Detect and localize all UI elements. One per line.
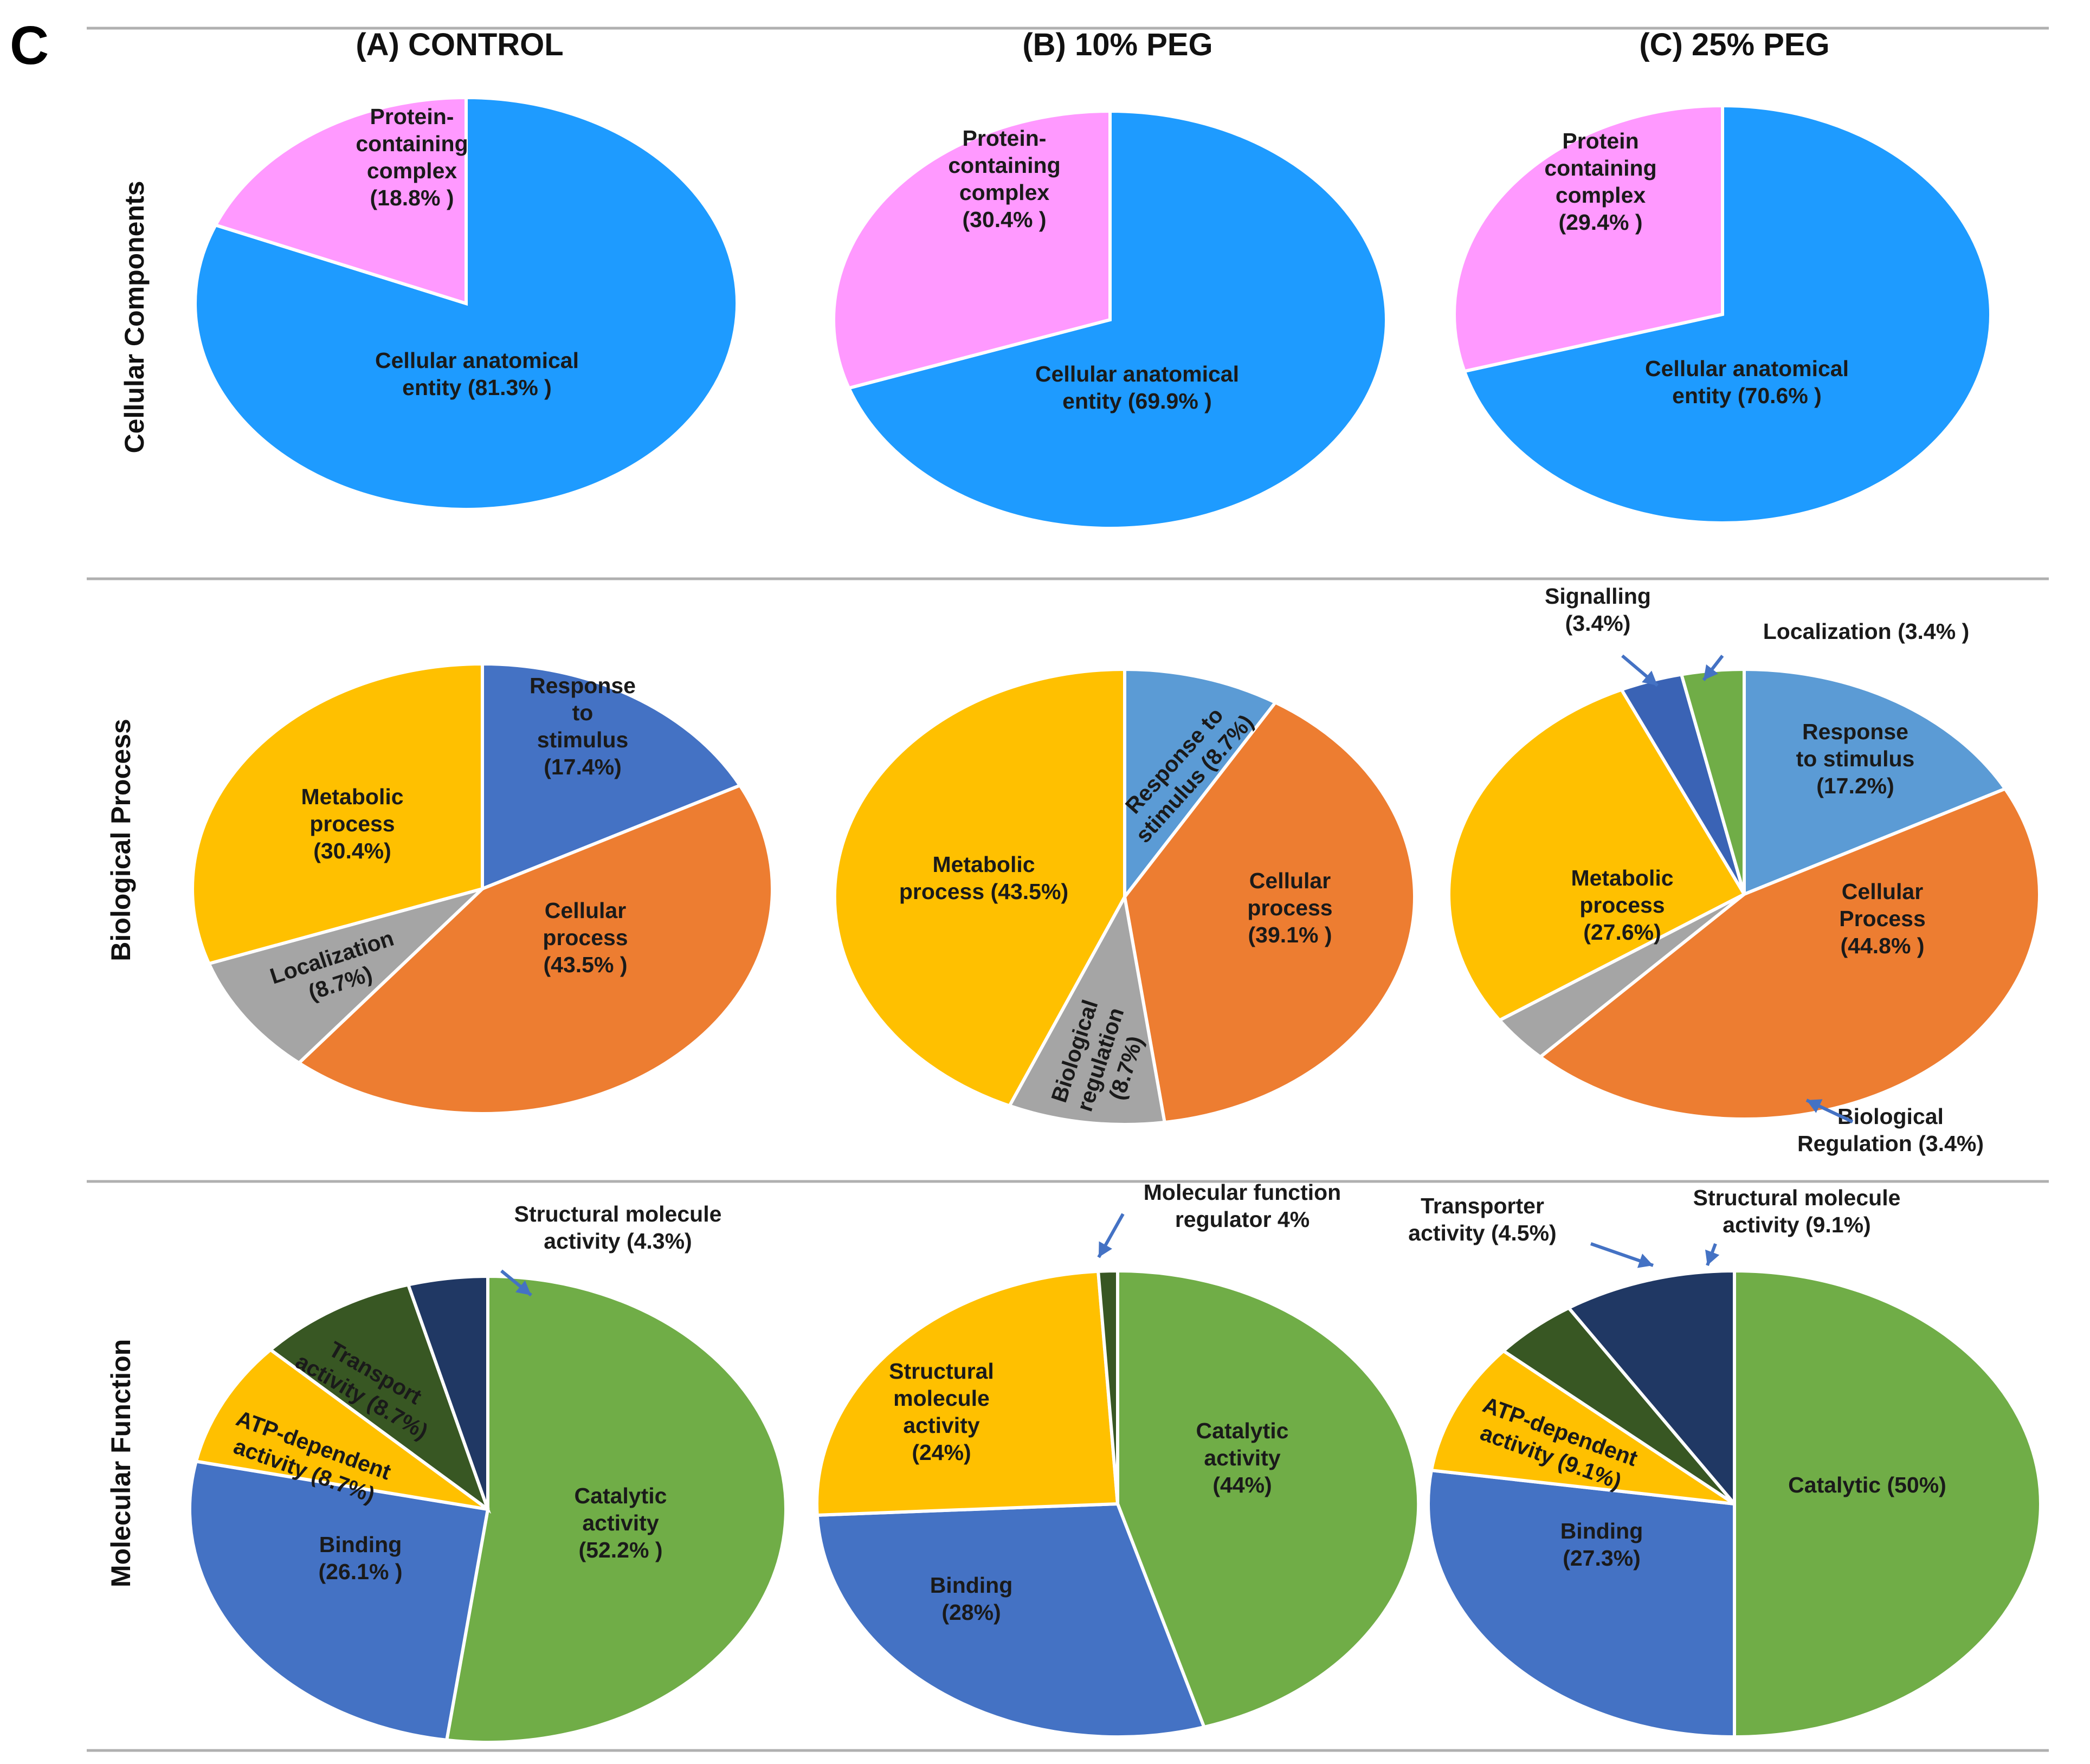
pie-slice-atp-dependent-activity bbox=[194, 1347, 489, 1511]
pie-slice-cellular-process bbox=[1123, 700, 1416, 1125]
slice-label-signalling: Signalling (3.4%) bbox=[1545, 584, 1651, 636]
pie-slice-metabolic-process bbox=[833, 667, 1126, 1108]
pie-cc-control bbox=[193, 95, 739, 511]
pie-cc-25peg bbox=[1453, 104, 1992, 525]
pie-slice-response-to-stimulus bbox=[481, 662, 743, 891]
pie-bp-10peg bbox=[833, 667, 1416, 1127]
pie-slice-localization bbox=[207, 887, 484, 1065]
pie-slice-catalytic bbox=[1733, 1269, 2042, 1739]
slice-label-catalytic-activity: Catalytic activity (52.2% ) bbox=[575, 1483, 667, 1562]
pie-slice-cellular-anatomical-entity bbox=[1462, 104, 1992, 525]
pie-slice-catalytic-activity bbox=[1116, 1269, 1421, 1729]
callout-arrow-head bbox=[1705, 1249, 1720, 1265]
pie-slice-protein-containing-complex bbox=[831, 109, 1112, 390]
callout-arrows bbox=[500, 654, 1854, 1297]
slice-label-structural-molecule-activity: Structural molecule activity (4.3%) bbox=[514, 1201, 722, 1253]
pie-slice-transport-activity bbox=[268, 1283, 492, 1514]
pie-mf-25peg bbox=[1427, 1269, 2042, 1739]
pie-slice-catalytic-activity bbox=[444, 1274, 788, 1744]
column-title-10peg: (B) 10% PEG bbox=[1022, 27, 1212, 62]
column-title-control: (A) CONTROL bbox=[356, 27, 563, 62]
pie-bp-control bbox=[191, 662, 774, 1115]
callout-arrow-head bbox=[1807, 1099, 1823, 1113]
pie-mf-control bbox=[188, 1274, 788, 1744]
pie-slice-atp-dependent-activity bbox=[1429, 1348, 1736, 1505]
slice-label-molecular-function-regulator: Molecular function regulator 4% bbox=[1144, 1180, 1341, 1232]
pie-charts bbox=[188, 95, 2042, 1744]
slice-label-cellular-process: Cellular Process (44.8% ) bbox=[1839, 879, 1926, 958]
pie-slice-structural-molecule-activity bbox=[815, 1269, 1120, 1517]
slice-label-response-to-stimulus: Response to stimulus (17.4%) bbox=[530, 673, 636, 779]
slice-label-catalytic: Catalytic (50%) bbox=[1788, 1472, 1946, 1497]
slice-label-structural-molecule-activity: Structural molecule activity (9.1%) bbox=[1693, 1185, 1901, 1237]
pie-slice-structural-molecule-activity bbox=[406, 1274, 489, 1510]
row-title-biological-process: Biological Process bbox=[106, 719, 136, 961]
pie-mf-10peg bbox=[815, 1269, 1421, 1739]
pie-slice-response-to-stimulus bbox=[1743, 667, 2008, 897]
callout-arrow-head bbox=[1704, 664, 1719, 680]
row-title-molecular-function: Molecular Function bbox=[106, 1339, 136, 1587]
slice-labels: Protein-containing complex (18.8% ) Cellula… bbox=[230, 104, 1984, 1625]
pie-slice-structural-molecule-activity bbox=[1566, 1269, 1736, 1509]
pie-slice-molecular-function-regulator bbox=[1096, 1269, 1119, 1504]
pie-cc-10peg bbox=[831, 109, 1388, 530]
slice-label-localization: Localization (3.4% ) bbox=[1763, 619, 1969, 644]
callout-arrow-head bbox=[1099, 1241, 1112, 1257]
slice-label-metabolic-process: Metabolic process (43.5%) bbox=[899, 852, 1068, 904]
slice-label-binding: Binding (28%) bbox=[930, 1573, 1013, 1625]
slice-label-protein-containing-complex: Protein-containing complex (30.4% ) bbox=[948, 126, 1060, 232]
callout-arrow-head bbox=[1637, 1253, 1653, 1268]
pie-slice-binding bbox=[815, 1502, 1207, 1739]
slice-label-catalytic-activity: Catalytic activity (44%) bbox=[1196, 1418, 1289, 1497]
pie-slice-cellular-process bbox=[1537, 786, 2041, 1121]
panel-letter: C bbox=[10, 15, 49, 76]
slice-label-structural-molecule-activity: Structural molecule activity (24%) bbox=[889, 1359, 994, 1465]
callout-arrow-head bbox=[1642, 670, 1657, 686]
pie-slice-biological-regulation bbox=[1007, 892, 1167, 1127]
pie-slice-response-to-stimulus bbox=[1123, 667, 1278, 902]
pie-slice-metabolic-process bbox=[191, 662, 484, 966]
slice-label-cellular-process: Cellular process (39.1% ) bbox=[1247, 868, 1332, 947]
column-title-25peg: (C) 25% PEG bbox=[1639, 27, 1829, 62]
slice-label-binding: Binding (26.1% ) bbox=[319, 1532, 403, 1584]
slice-label-cellular-anatomical-entity: Cellular anatomical entity (69.9% ) bbox=[1035, 361, 1239, 413]
slice-label-protein-containing-complex: Protein containing complex (29.4% ) bbox=[1544, 128, 1656, 235]
slice-label-transporter-activity: Transporter activity (4.5%) bbox=[1408, 1193, 1556, 1245]
slice-label-cellular-anatomical-entity: Cellular anatomical entity (81.3% ) bbox=[375, 348, 579, 400]
pie-slice-protein-containing-complex bbox=[1453, 104, 1724, 373]
row-title-cellular-components: Cellular Components bbox=[119, 181, 150, 454]
slice-label-cellular-process: Cellular process (43.5% ) bbox=[543, 898, 628, 977]
slice-label-biological-regulation: Biological Regulation (3.4%) bbox=[1797, 1104, 1984, 1156]
pie-slice-binding bbox=[188, 1459, 490, 1742]
slice-label-metabolic-process: Metabolic process (27.6%) bbox=[1571, 865, 1673, 945]
slice-label-protein-containing-complex: Protein-containing complex (18.8% ) bbox=[356, 104, 468, 210]
pie-slice-protein-containing-complex bbox=[213, 95, 468, 306]
pie-slice-binding bbox=[1427, 1468, 1736, 1739]
callout-arrow-head bbox=[515, 1280, 531, 1295]
slice-label-response-to-stimulus: Response to stimulus (17.2%) bbox=[1796, 719, 1915, 798]
slice-label-cellular-anatomical-entity: Cellular anatomical entity (70.6% ) bbox=[1645, 356, 1849, 408]
pie-slice-cellular-process bbox=[296, 783, 774, 1115]
pie-slice-cellular-anatomical-entity bbox=[846, 109, 1388, 530]
slice-label-metabolic-process: Metabolic process (30.4%) bbox=[301, 784, 403, 863]
pie-bp-25peg bbox=[1447, 667, 2041, 1121]
slice-label-binding: Binding (27.3%) bbox=[1560, 1519, 1643, 1571]
